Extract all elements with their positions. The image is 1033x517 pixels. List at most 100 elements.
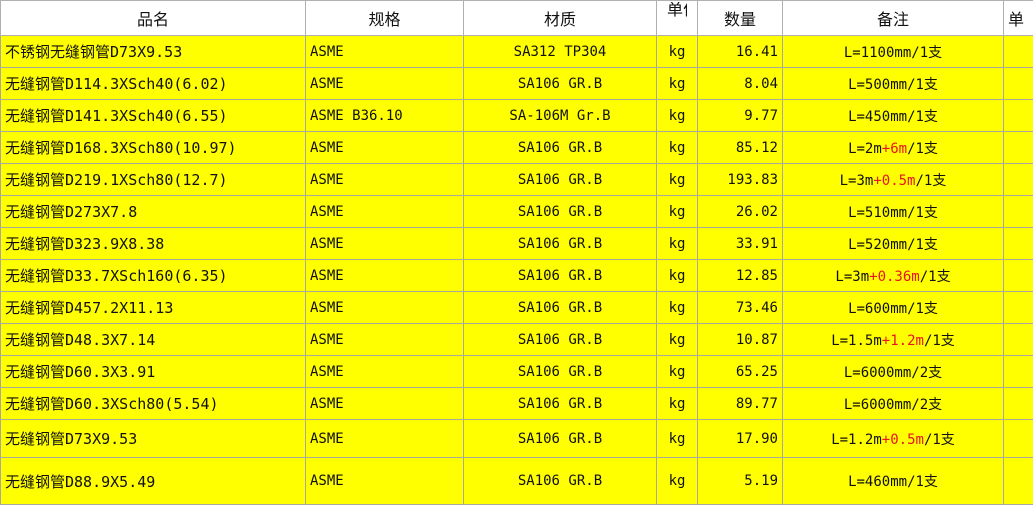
cell-quantity[interactable]: 33.91 <box>697 227 783 260</box>
cell-unit[interactable]: kg <box>656 291 698 324</box>
cell-material[interactable]: SA106 GR.B <box>463 67 657 100</box>
cell-remark[interactable]: L=510mm/1支 <box>782 195 1004 228</box>
cell-unit[interactable]: kg <box>656 387 698 420</box>
cell-material[interactable]: SA106 GR.B <box>463 291 657 324</box>
cell-name[interactable]: 无缝钢管D33.7XSch160(6.35) <box>0 259 306 292</box>
cell-price[interactable] <box>1003 259 1033 292</box>
cell-remark[interactable]: L=1100mm/1支 <box>782 35 1004 68</box>
cell-spec[interactable]: ASME <box>305 67 464 100</box>
cell-price[interactable] <box>1003 323 1033 356</box>
cell-material[interactable]: SA106 GR.B <box>463 195 657 228</box>
cell-spec[interactable]: ASME <box>305 163 464 196</box>
cell-name[interactable]: 无缝钢管D323.9X8.38 <box>0 227 306 260</box>
cell-name[interactable]: 无缝钢管D141.3XSch40(6.55) <box>0 99 306 132</box>
cell-quantity[interactable]: 89.77 <box>697 387 783 420</box>
cell-price[interactable] <box>1003 35 1033 68</box>
cell-name[interactable]: 无缝钢管D48.3X7.14 <box>0 323 306 356</box>
cell-remark[interactable]: L=6000mm/2支 <box>782 355 1004 388</box>
cell-quantity[interactable]: 9.77 <box>697 99 783 132</box>
cell-material[interactable]: SA106 GR.B <box>463 131 657 164</box>
cell-unit[interactable]: kg <box>656 355 698 388</box>
cell-name[interactable]: 无缝钢管D60.3XSch80(5.54) <box>0 387 306 420</box>
cell-spec[interactable]: ASME <box>305 355 464 388</box>
header-unit[interactable]: 单位 <box>656 0 698 36</box>
cell-name[interactable]: 无缝钢管D114.3XSch40(6.02) <box>0 67 306 100</box>
cell-material[interactable]: SA106 GR.B <box>463 323 657 356</box>
cell-unit[interactable]: kg <box>656 131 698 164</box>
cell-quantity[interactable]: 5.19 <box>697 457 783 505</box>
cell-remark[interactable]: L=1.5m+1.2m/1支 <box>782 323 1004 356</box>
cell-material[interactable]: SA106 GR.B <box>463 259 657 292</box>
header-spec[interactable]: 规格 <box>305 0 464 36</box>
cell-remark[interactable]: L=3m+0.5m/1支 <box>782 163 1004 196</box>
cell-spec[interactable]: ASME <box>305 323 464 356</box>
cell-unit[interactable]: kg <box>656 457 698 505</box>
cell-quantity[interactable]: 8.04 <box>697 67 783 100</box>
cell-material[interactable]: SA106 GR.B <box>463 457 657 505</box>
cell-remark[interactable]: L=2m+6m/1支 <box>782 131 1004 164</box>
cell-remark[interactable]: L=600mm/1支 <box>782 291 1004 324</box>
cell-price[interactable] <box>1003 195 1033 228</box>
cell-quantity[interactable]: 85.12 <box>697 131 783 164</box>
cell-spec[interactable]: ASME <box>305 291 464 324</box>
header-quantity[interactable]: 数量 <box>697 0 783 36</box>
cell-price[interactable] <box>1003 419 1033 458</box>
cell-spec[interactable]: ASME <box>305 227 464 260</box>
cell-unit[interactable]: kg <box>656 323 698 356</box>
cell-remark[interactable]: L=520mm/1支 <box>782 227 1004 260</box>
cell-unit[interactable]: kg <box>656 195 698 228</box>
cell-remark[interactable]: L=6000mm/2支 <box>782 387 1004 420</box>
cell-quantity[interactable]: 12.85 <box>697 259 783 292</box>
cell-spec[interactable]: ASME <box>305 195 464 228</box>
cell-spec[interactable]: ASME <box>305 259 464 292</box>
cell-price[interactable] <box>1003 131 1033 164</box>
cell-spec[interactable]: ASME <box>305 131 464 164</box>
cell-quantity[interactable]: 16.41 <box>697 35 783 68</box>
cell-remark[interactable]: L=3m+0.36m/1支 <box>782 259 1004 292</box>
cell-material[interactable]: SA106 GR.B <box>463 387 657 420</box>
cell-price[interactable] <box>1003 355 1033 388</box>
cell-name[interactable]: 无缝钢管D273X7.8 <box>0 195 306 228</box>
cell-unit[interactable]: kg <box>656 35 698 68</box>
cell-spec[interactable]: ASME B36.10 <box>305 99 464 132</box>
cell-material[interactable]: SA106 GR.B <box>463 419 657 458</box>
cell-unit[interactable]: kg <box>656 227 698 260</box>
cell-quantity[interactable]: 65.25 <box>697 355 783 388</box>
cell-material[interactable]: SA106 GR.B <box>463 227 657 260</box>
cell-unit[interactable]: kg <box>656 99 698 132</box>
cell-spec[interactable]: ASME <box>305 457 464 505</box>
cell-name[interactable]: 不锈钢无缝钢管D73X9.53 <box>0 35 306 68</box>
cell-spec[interactable]: ASME <box>305 419 464 458</box>
header-name[interactable]: 品名 <box>0 0 306 36</box>
cell-quantity[interactable]: 26.02 <box>697 195 783 228</box>
cell-price[interactable] <box>1003 67 1033 100</box>
cell-name[interactable]: 无缝钢管D168.3XSch80(10.97) <box>0 131 306 164</box>
cell-material[interactable]: SA312 TP304 <box>463 35 657 68</box>
cell-remark[interactable]: L=1.2m+0.5m/1支 <box>782 419 1004 458</box>
cell-quantity[interactable]: 193.83 <box>697 163 783 196</box>
cell-name[interactable]: 无缝钢管D219.1XSch80(12.7) <box>0 163 306 196</box>
cell-spec[interactable]: ASME <box>305 387 464 420</box>
cell-unit[interactable]: kg <box>656 163 698 196</box>
header-price[interactable]: 单 <box>1003 0 1033 36</box>
cell-remark[interactable]: L=460mm/1支 <box>782 457 1004 505</box>
cell-price[interactable] <box>1003 387 1033 420</box>
cell-quantity[interactable]: 10.87 <box>697 323 783 356</box>
cell-remark[interactable]: L=500mm/1支 <box>782 67 1004 100</box>
cell-price[interactable] <box>1003 99 1033 132</box>
cell-unit[interactable]: kg <box>656 419 698 458</box>
cell-spec[interactable]: ASME <box>305 35 464 68</box>
cell-quantity[interactable]: 73.46 <box>697 291 783 324</box>
header-remark[interactable]: 备注 <box>782 0 1004 36</box>
cell-material[interactable]: SA-106M Gr.B <box>463 99 657 132</box>
cell-price[interactable] <box>1003 291 1033 324</box>
cell-price[interactable] <box>1003 457 1033 505</box>
cell-unit[interactable]: kg <box>656 259 698 292</box>
cell-material[interactable]: SA106 GR.B <box>463 355 657 388</box>
cell-name[interactable]: 无缝钢管D60.3X3.91 <box>0 355 306 388</box>
cell-material[interactable]: SA106 GR.B <box>463 163 657 196</box>
cell-price[interactable] <box>1003 227 1033 260</box>
cell-remark[interactable]: L=450mm/1支 <box>782 99 1004 132</box>
cell-price[interactable] <box>1003 163 1033 196</box>
cell-name[interactable]: 无缝钢管D73X9.53 <box>0 419 306 458</box>
